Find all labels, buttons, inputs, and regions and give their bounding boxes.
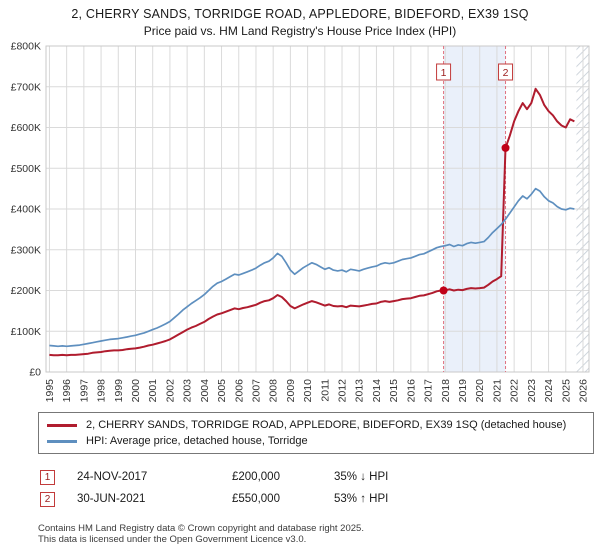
footer-line-1: Contains HM Land Registry data © Crown c… [38,523,364,534]
x-tick-label: 2004 [199,379,211,403]
x-tick-label: 2005 [216,379,228,403]
y-tick-label: £100K [11,326,41,338]
x-tick-label: 2016 [405,379,417,403]
x-tick-label: 2023 [526,379,538,403]
sale-flag-label-2: 2 [503,67,509,79]
transaction-vs-hpi: 35% ↓ HPI [334,471,389,483]
sale-flag-2 [498,63,514,81]
chart-legend: 2, CHERRY SANDS, TORRIDGE ROAD, APPLEDOR… [38,412,594,454]
legend-item-property: 2, CHERRY SANDS, TORRIDGE ROAD, APPLEDOR… [47,417,585,433]
x-tick-label: 2013 [354,379,366,403]
license-footer: Contains HM Land Registry data © Crown c… [38,523,600,545]
transactions-list: 1 24-NOV-2017 £200,000 35% ↓ HPI 2 30-JU… [40,466,600,510]
transaction-date: 30-JUN-2021 [77,493,146,505]
x-tick-label: 2011 [319,379,331,402]
x-tick-label: 2014 [371,379,383,403]
legend-item-hpi: HPI: Average price, detached house, Torr… [47,433,585,449]
x-tick-label: 2022 [509,379,521,403]
x-tick-label: 2024 [543,379,555,403]
page-subtitle: Price paid vs. HM Land Registry's House … [143,24,457,38]
x-tick-label: 1997 [78,379,90,403]
y-tick-label: £300K [11,244,41,256]
legend-label-hpi: HPI: Average price, detached house, Torr… [86,435,308,447]
x-tick-label: 2015 [388,379,400,403]
x-tick-label: 2002 [164,379,176,403]
y-tick-label: £0 [29,367,41,379]
y-tick-label: £400K [11,204,41,216]
transaction-price: £550,000 [232,493,280,505]
hpi-line [49,187,575,348]
x-tick-label: 2000 [130,379,142,403]
price-history-chart: 1 2 £0 £100K £200K £300K £400K £500K £600K £700K £… [11,41,590,403]
sale-flag-label-1: 1 [441,67,447,79]
x-tick-label: 2021 [491,379,503,403]
x-tick-label: 2017 [423,379,435,403]
sale-point-1 [439,286,448,295]
transaction-date: 24-NOV-2017 [77,471,148,483]
y-tick-label: £600K [11,122,41,134]
house-price-report: 2, CHERRY SANDS, TORRIDGE ROAD, APPLEDOR… [11,7,600,545]
plot-border [45,45,590,373]
page-title: 2, CHERRY SANDS, TORRIDGE ROAD, APPLEDOR… [71,7,529,21]
x-tick-label: 2026 [577,379,589,403]
transaction-row-2: 2 30-JUN-2021 £550,000 53% ↑ HPI [40,488,600,510]
sale-flag-1 [436,63,452,81]
x-tick-label: 2007 [250,379,262,403]
x-tick-label: 2025 [560,379,572,403]
sale-point-2 [501,143,510,152]
transaction-row-1: 1 24-NOV-2017 £200,000 35% ↓ HPI [40,466,600,488]
x-tick-label: 2012 [337,379,349,403]
x-tick-label: 2009 [285,379,297,403]
x-tick-label: 2019 [457,379,469,403]
property-line-swatch [47,423,77,427]
transaction-number-badge: 1 [40,469,55,485]
x-tick-label: 2008 [268,379,280,403]
y-tick-label: £500K [11,163,41,175]
x-tick-label: 1995 [44,379,56,403]
y-tick-label: £200K [11,285,41,297]
y-tick-label: £800K [11,41,41,53]
footer-line-2: This data is licensed under the Open Gov… [38,533,307,545]
transaction-number-badge: 2 [40,491,55,507]
x-tick-label: 2018 [440,379,452,403]
hpi-line-swatch [47,439,77,443]
transaction-price: £200,000 [232,471,280,483]
legend-label-property: 2, CHERRY SANDS, TORRIDGE ROAD, APPLEDOR… [86,419,567,431]
x-tick-label: 1999 [113,379,125,403]
x-tick-label: 2006 [233,379,245,403]
x-tick-label: 2001 [147,379,159,403]
y-tick-label: £700K [11,81,41,93]
x-tick-label: 1996 [61,379,73,403]
transaction-vs-hpi: 53% ↑ HPI [334,493,389,505]
property-price-line [49,87,575,357]
x-tick-label: 2010 [302,379,314,403]
x-tick-label: 2003 [182,379,194,403]
x-tick-label: 1998 [96,379,108,403]
x-tick-label: 2020 [474,379,486,403]
